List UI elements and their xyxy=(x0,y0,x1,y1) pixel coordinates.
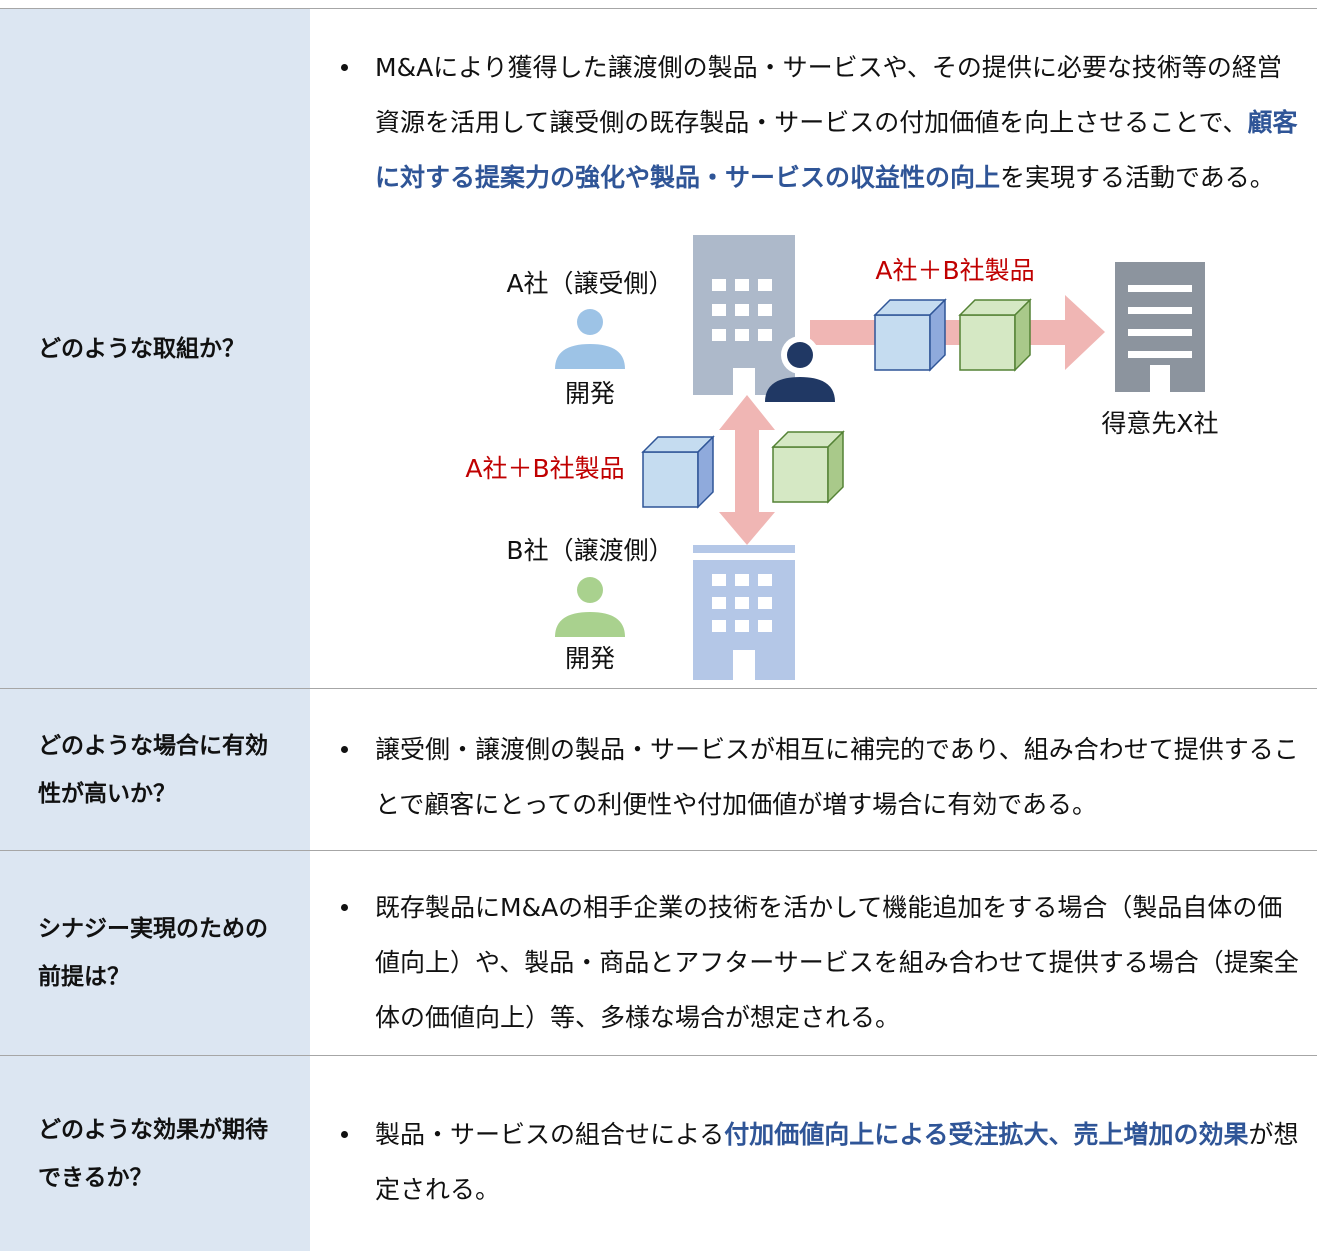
body-text: 既存製品にM&Aの相手企業の技術を活かして機能追加をする場合（製品自体の価値向上… xyxy=(375,893,1299,1032)
table-row: どのような取組か？ xyxy=(0,8,1317,688)
table-row: どのような効果が期待できるか？ xyxy=(0,1055,1317,1251)
body-text: 製品・サービスの組合せによる xyxy=(375,1120,725,1149)
highlight-text: 顧客に対する提案力の強化や製品・サービスの収益性の向上 xyxy=(375,108,1298,192)
bullet xyxy=(341,64,348,71)
bullet xyxy=(341,746,348,753)
body-text: を実現する活動である。 xyxy=(1000,163,1275,192)
highlight-text: 付加価値向上による受注拡大、売上増加の効果 xyxy=(724,1120,1249,1149)
table-row: シナジー実現のための前提は？ xyxy=(0,850,1317,1055)
bullet xyxy=(341,1131,348,1138)
row-label: シナジー実現のための前提は？ xyxy=(0,851,310,1055)
row-content: 既存製品にM&Aの相手企業の技術を活かして機能追加をする場合（製品自体の価値向上… xyxy=(341,880,1305,1045)
row-label: どのような場合に有効性が高いか？ xyxy=(0,689,310,850)
row-content: M&Aにより獲得した譲渡側の製品・サービスや、その提供に必要な技術等の経営資源を… xyxy=(341,40,1305,205)
row-label: どのような取組か？ xyxy=(0,9,310,688)
row-content: 譲受側・譲渡側の製品・サービスが相互に補完的であり、組み合わせて提供することで顧… xyxy=(341,722,1305,832)
row-content: 製品・サービスの組合せによる付加価値向上による受注拡大、売上増加の効果が想定され… xyxy=(341,1107,1305,1217)
body-text: 譲受側・譲渡側の製品・サービスが相互に補完的であり、組み合わせて提供することで顧… xyxy=(375,735,1299,819)
bullet xyxy=(341,904,348,911)
body-text: が想定される。 xyxy=(375,1120,1299,1204)
body-text: M&Aにより獲得した譲渡側の製品・サービスや、その提供に必要な技術等の経営資源を… xyxy=(375,53,1282,137)
row-label: どのような効果が期待できるか？ xyxy=(0,1056,310,1251)
table-row: どのような場合に有効性が高いか？ xyxy=(0,688,1317,850)
